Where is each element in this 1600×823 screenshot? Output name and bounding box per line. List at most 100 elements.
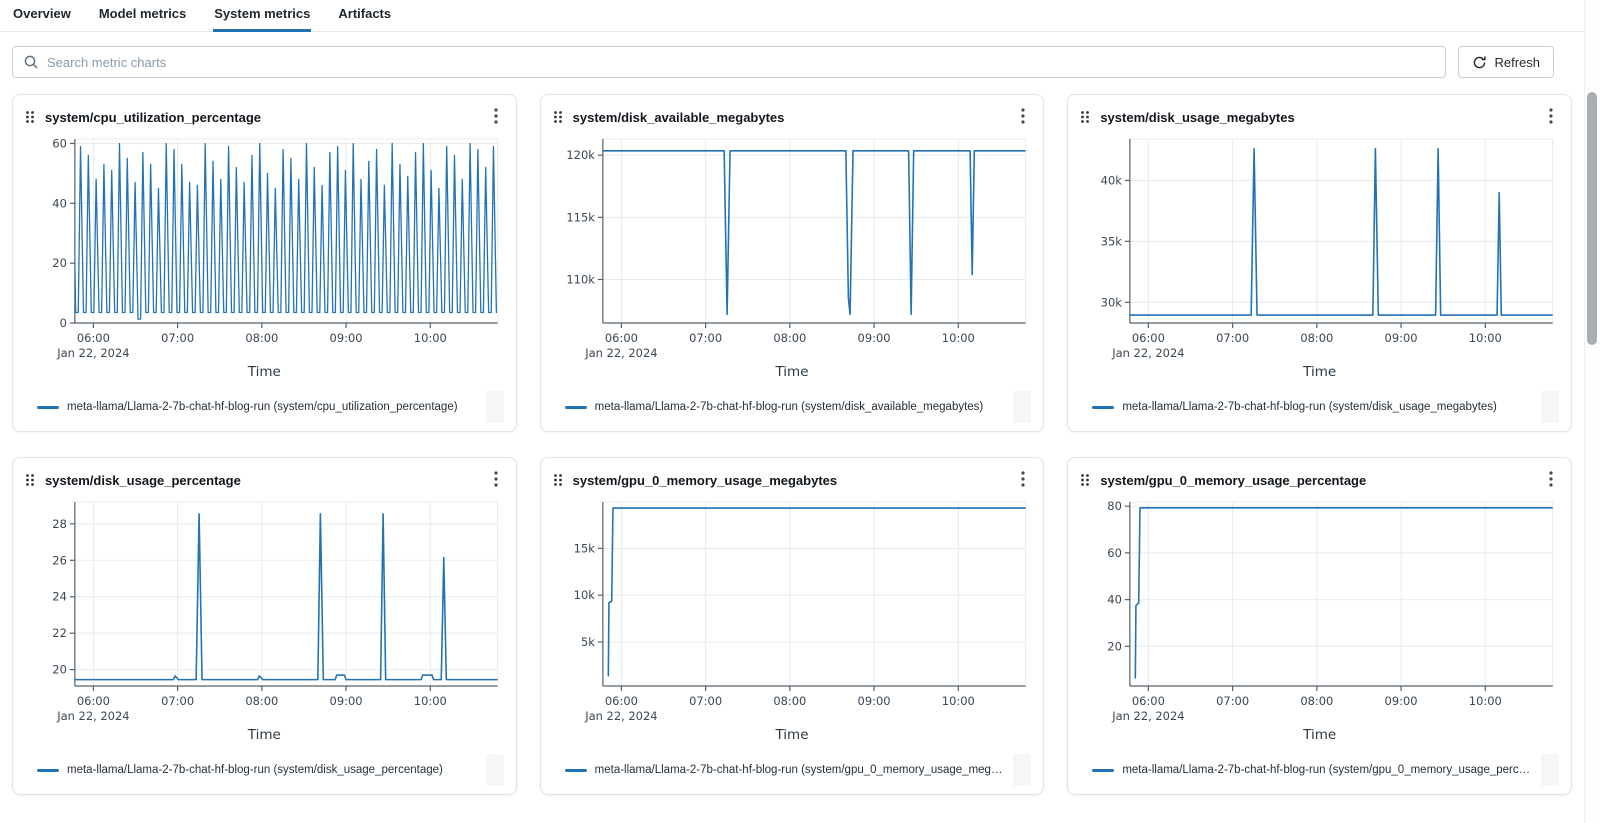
- svg-text:09:00: 09:00: [1385, 694, 1418, 708]
- svg-text:06:00: 06:00: [605, 331, 638, 345]
- svg-text:26: 26: [52, 553, 67, 567]
- legend-line-marker: [37, 405, 59, 409]
- chart-title: system/disk_available_megabytes: [572, 109, 785, 125]
- resize-handle[interactable]: [1540, 754, 1559, 786]
- search-box[interactable]: [12, 46, 1447, 78]
- svg-text:08:00: 08:00: [245, 694, 278, 708]
- legend-item[interactable]: meta-llama/Llama-2-7b-chat-hf-blog-run (…: [1092, 764, 1535, 776]
- legend-label: meta-llama/Llama-2-7b-chat-hf-blog-run (…: [67, 401, 458, 413]
- card-header: system/gpu_0_memory_usage_megabytes: [553, 468, 1032, 492]
- svg-text:08:00: 08:00: [773, 331, 806, 345]
- x-axis-title: Time: [775, 364, 809, 380]
- resize-handle[interactable]: [485, 391, 504, 423]
- card-header: system/cpu_utilization_percentage: [25, 105, 504, 129]
- legend-row: meta-llama/Llama-2-7b-chat-hf-blog-run (…: [1080, 387, 1559, 427]
- chart-canvas[interactable]: 20 40 60 80 06:00 07:00 08:00 09:00 10:00 Jan 22,…: [1080, 494, 1559, 726]
- legend-row: meta-llama/Llama-2-7b-chat-hf-blog-run (…: [553, 387, 1032, 427]
- svg-text:20: 20: [52, 663, 67, 677]
- legend-item[interactable]: meta-llama/Llama-2-7b-chat-hf-blog-run (…: [1092, 401, 1497, 413]
- svg-text:09:00: 09:00: [1385, 331, 1418, 345]
- svg-text:07:00: 07:00: [161, 694, 194, 708]
- chart-title: system/disk_usage_megabytes: [1100, 109, 1295, 125]
- svg-text:09:00: 09:00: [857, 694, 890, 708]
- kebab-icon: [1549, 470, 1553, 487]
- chart-canvas[interactable]: 0 20 40 60 06:00 07:00 08:00 09:00 10:00 Jan 22, …: [25, 131, 504, 363]
- metric-chart-card: system/disk_available_megabytes 110k 115k…: [539, 94, 1045, 432]
- kebab-icon: [494, 470, 498, 487]
- scrollbar-track[interactable]: [1584, 0, 1600, 823]
- legend-line-marker: [564, 768, 587, 772]
- drag-handle-icon[interactable]: [25, 473, 35, 487]
- svg-text:0: 0: [60, 316, 67, 330]
- legend-item[interactable]: meta-llama/Llama-2-7b-chat-hf-blog-run (…: [37, 764, 443, 776]
- metric-chart-card: system/gpu_0_memory_usage_megabytes 5k 10…: [539, 457, 1045, 795]
- kebab-icon: [494, 107, 498, 124]
- drag-handle-icon[interactable]: [553, 110, 563, 124]
- svg-text:06:00: 06:00: [77, 331, 110, 345]
- tab-artifacts[interactable]: Artifacts: [337, 4, 392, 32]
- legend-row: meta-llama/Llama-2-7b-chat-hf-blog-run (…: [25, 387, 504, 427]
- svg-text:07:00: 07:00: [689, 331, 722, 345]
- legend-item[interactable]: meta-llama/Llama-2-7b-chat-hf-blog-run (…: [37, 401, 458, 413]
- chart-canvas[interactable]: 30k 35k 40k 06:00 07:00 08:00 09:00 10:00 Jan 22…: [1080, 131, 1559, 363]
- svg-text:09:00: 09:00: [330, 331, 363, 345]
- refresh-button[interactable]: Refresh: [1458, 46, 1554, 78]
- x-axis-title: Time: [247, 364, 281, 380]
- legend-line-marker: [564, 405, 587, 409]
- svg-text:07:00: 07:00: [161, 331, 194, 345]
- svg-text:40k: 40k: [1101, 173, 1123, 187]
- tab-overview[interactable]: Overview: [12, 4, 72, 32]
- resize-handle[interactable]: [1013, 391, 1032, 423]
- tab-system-metrics[interactable]: System metrics: [213, 4, 312, 32]
- chart-menu-button[interactable]: [1543, 106, 1559, 129]
- legend-label: meta-llama/Llama-2-7b-chat-hf-blog-run (…: [67, 764, 443, 776]
- chart-title: system/gpu_0_memory_usage_percentage: [1100, 472, 1367, 488]
- legend-item[interactable]: meta-llama/Llama-2-7b-chat-hf-blog-run (…: [564, 764, 1007, 776]
- svg-text:30k: 30k: [1101, 295, 1123, 309]
- svg-text:15k: 15k: [573, 541, 595, 555]
- metric-chart-card: system/gpu_0_memory_usage_percentage 20 4…: [1067, 457, 1572, 795]
- tab-model-metrics[interactable]: Model metrics: [98, 4, 187, 32]
- chart-canvas[interactable]: 20 22 24 26 28 06:00 07:00 08:00 09:00 10:00 Jan 2…: [25, 494, 504, 726]
- svg-text:Jan 22, 2024: Jan 22, 2024: [56, 709, 129, 723]
- svg-text:10:00: 10:00: [941, 331, 974, 345]
- svg-text:08:00: 08:00: [1301, 694, 1334, 708]
- chart-canvas[interactable]: 5k 10k 15k 06:00 07:00 08:00 09:00 10:00 Jan 22,…: [553, 494, 1032, 726]
- legend-line-marker: [37, 768, 59, 772]
- kebab-icon: [1021, 107, 1025, 124]
- x-axis-title: Time: [247, 727, 281, 743]
- card-header: system/disk_usage_percentage: [25, 468, 504, 492]
- metric-chart-card: system/cpu_utilization_percentage 0 20 40 6…: [12, 94, 517, 432]
- drag-handle-icon[interactable]: [1080, 110, 1090, 124]
- search-input[interactable]: [47, 54, 1436, 70]
- resize-handle[interactable]: [485, 754, 504, 786]
- resize-handle[interactable]: [1013, 754, 1032, 786]
- drag-handle-icon[interactable]: [25, 110, 35, 124]
- legend-item[interactable]: meta-llama/Llama-2-7b-chat-hf-blog-run (…: [564, 401, 983, 413]
- svg-text:24: 24: [52, 590, 67, 604]
- chart-canvas[interactable]: 110k 115k 120k 06:00 07:00 08:00 09:00 10:00 Jan…: [553, 131, 1032, 363]
- x-axis-title: Time: [775, 727, 809, 743]
- legend-line-marker: [1092, 405, 1115, 409]
- svg-text:80: 80: [1108, 499, 1123, 513]
- svg-text:09:00: 09:00: [857, 331, 890, 345]
- drag-handle-icon[interactable]: [553, 473, 563, 487]
- svg-text:5k: 5k: [581, 635, 595, 649]
- scrollbar-thumb[interactable]: [1587, 92, 1597, 345]
- chart-menu-button[interactable]: [488, 106, 504, 129]
- chart-menu-button[interactable]: [1543, 469, 1559, 492]
- resize-handle[interactable]: [1540, 391, 1559, 423]
- svg-text:35k: 35k: [1101, 234, 1123, 248]
- drag-handle-icon[interactable]: [1080, 473, 1090, 487]
- chart-menu-button[interactable]: [1015, 469, 1031, 492]
- svg-text:Jan 22, 2024: Jan 22, 2024: [1112, 346, 1185, 360]
- card-header: system/disk_usage_megabytes: [1080, 105, 1559, 129]
- x-axis-title: Time: [1303, 364, 1337, 380]
- chart-menu-button[interactable]: [488, 469, 504, 492]
- svg-text:110k: 110k: [566, 272, 595, 286]
- svg-text:60: 60: [1108, 546, 1123, 560]
- svg-text:08:00: 08:00: [773, 694, 806, 708]
- svg-text:07:00: 07:00: [689, 694, 722, 708]
- kebab-icon: [1021, 470, 1025, 487]
- chart-menu-button[interactable]: [1015, 106, 1031, 129]
